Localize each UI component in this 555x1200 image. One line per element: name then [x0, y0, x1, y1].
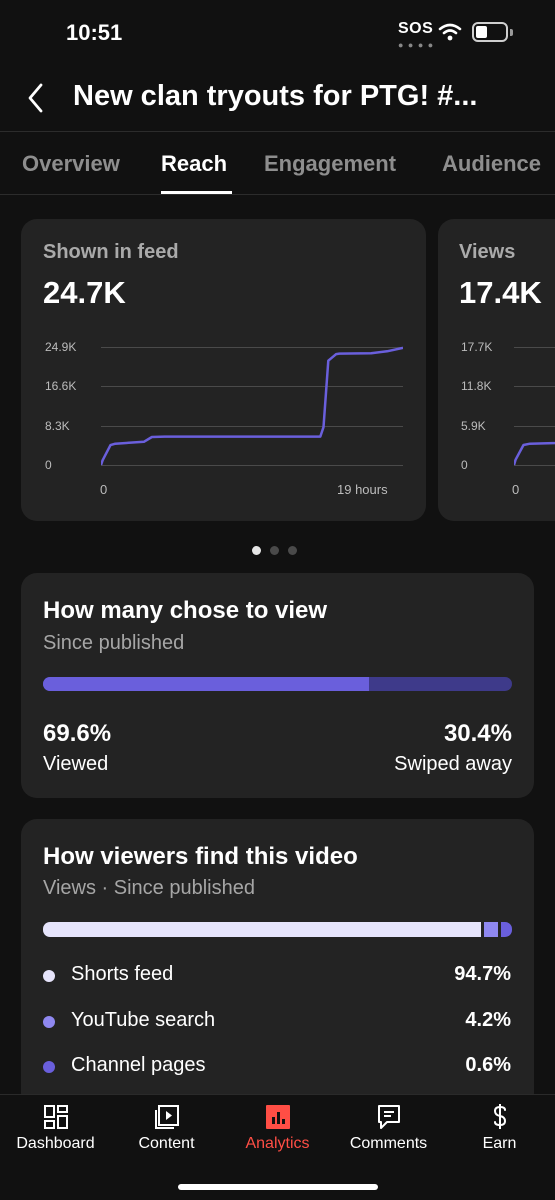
y-tick-label: 8.3K	[45, 419, 70, 433]
series-line	[514, 441, 555, 466]
card-subtitle: Views · Since published	[43, 877, 255, 899]
bottom-navigation: Dashboard Content Analytics Comments Ear…	[0, 1094, 555, 1200]
metric-value: 17.4K	[459, 275, 542, 310]
grid-line	[514, 386, 555, 387]
page-dot[interactable]	[270, 546, 279, 555]
grid-line	[101, 426, 403, 427]
grid-line	[101, 347, 403, 348]
header-divider	[0, 131, 555, 132]
tab-reach[interactable]: Reach	[161, 151, 228, 176]
metric-label: Views	[459, 241, 516, 263]
dashboard-icon	[44, 1105, 68, 1129]
earn-icon	[493, 1104, 507, 1129]
active-tab-indicator	[161, 191, 232, 194]
tabs-divider	[0, 194, 555, 195]
shown-in-feed-card[interactable]: Shown in feed 24.7K 24.9K 16.6K 8.3K 0 0…	[21, 219, 426, 521]
x-tick-label: 0	[100, 482, 108, 497]
metric-label: Shown in feed	[43, 241, 179, 263]
nav-label: Earn	[482, 1135, 517, 1152]
viewed-percent: 69.6%	[43, 720, 112, 747]
home-indicator	[178, 1184, 378, 1190]
nav-label: Comments	[349, 1135, 428, 1152]
tab-overview[interactable]: Overview	[22, 151, 120, 176]
grid-line	[101, 386, 403, 387]
traffic-sources-card[interactable]: How viewers find this video Views · Sinc…	[21, 819, 534, 1109]
swiped-label: Swiped away	[394, 753, 512, 775]
tab-audience[interactable]: Audience	[442, 151, 542, 176]
x-tick-label: 19 hours	[337, 482, 388, 497]
x-tick-label: 0	[512, 482, 520, 497]
views-line-chart	[514, 441, 555, 466]
status-bar: 10:51 SOS ● ● ● ●	[0, 0, 555, 66]
nav-comments[interactable]: Comments	[333, 1095, 444, 1175]
page-dot[interactable]	[288, 546, 297, 555]
signal-dots-icon: ● ● ● ●	[398, 40, 435, 50]
legend-dot	[43, 1061, 55, 1073]
legend-dot	[43, 1016, 55, 1028]
tab-bar: Overview Reach Engagement Audience	[0, 133, 555, 195]
battery-tip	[510, 29, 513, 36]
y-tick-label: 17.7K	[461, 340, 493, 354]
card-subtitle: Since published	[43, 632, 185, 654]
card-title: How viewers find this video	[43, 843, 358, 870]
legend-label: Shorts feed	[71, 963, 174, 985]
source-segment	[484, 922, 499, 937]
views-card[interactable]: Views 17.4K 17.7K 11.8K 5.9K 0 0	[438, 219, 555, 521]
y-tick-label: 24.9K	[45, 340, 77, 354]
metric-value: 24.7K	[43, 275, 126, 310]
page-title: New clan tryouts for PTG! #...	[73, 80, 478, 112]
chose-to-view-card: How many chose to view Since published 6…	[21, 573, 534, 798]
back-chevron-icon[interactable]	[22, 80, 52, 116]
grid-line	[101, 465, 403, 466]
legend-label: Channel pages	[71, 1054, 206, 1076]
status-time: 10:51	[66, 20, 123, 45]
grid-line	[514, 347, 555, 348]
grid-line	[514, 426, 555, 427]
nav-label: Content	[138, 1135, 195, 1152]
legend-value: 0.6%	[465, 1054, 511, 1076]
viewed-vs-swiped-bar	[43, 677, 512, 691]
viewed-bar-fill	[43, 677, 370, 691]
header: New clan tryouts for PTG! #...	[0, 68, 555, 132]
swiped-percent: 30.4%	[443, 720, 512, 747]
viewed-label: Viewed	[43, 753, 109, 775]
battery-icon	[472, 22, 508, 42]
traffic-sources-bar	[43, 922, 512, 937]
sos-indicator: SOS	[398, 20, 434, 37]
grid-line	[514, 465, 555, 466]
content-icon	[155, 1105, 179, 1129]
y-tick-label: 11.8K	[461, 379, 492, 393]
y-tick-label: 5.9K	[461, 419, 486, 433]
tab-engagement[interactable]: Engagement	[264, 151, 397, 176]
nav-analytics[interactable]: Analytics	[222, 1095, 333, 1175]
legend-item-youtube-search: YouTube search 4.2%	[43, 1007, 511, 1037]
legend-item-channel-pages: Channel pages 0.6%	[43, 1052, 511, 1082]
nav-dashboard[interactable]: Dashboard	[0, 1095, 111, 1175]
comments-icon	[378, 1105, 400, 1129]
nav-label: Dashboard	[16, 1135, 95, 1152]
page-dot-active[interactable]	[252, 546, 261, 555]
analytics-icon	[266, 1105, 290, 1129]
legend-label: YouTube search	[71, 1009, 216, 1031]
source-segment	[501, 922, 512, 937]
legend-item-shorts-feed: Shorts feed 94.7%	[43, 961, 511, 991]
legend-value: 94.7%	[454, 963, 511, 985]
nav-earn[interactable]: Earn	[444, 1095, 555, 1175]
nav-content[interactable]: Content	[111, 1095, 222, 1175]
shown-in-feed-line-chart	[101, 346, 403, 466]
y-tick-label: 0	[45, 458, 52, 472]
legend-dot	[43, 970, 55, 982]
y-tick-label: 16.6K	[45, 379, 77, 393]
y-tick-label: 0	[461, 458, 468, 472]
nav-label: Analytics	[245, 1135, 310, 1152]
card-title: How many chose to view	[43, 597, 328, 624]
legend-value: 4.2%	[465, 1009, 511, 1031]
series-line	[101, 346, 403, 466]
wifi-icon	[438, 23, 462, 41]
carousel-page-indicator	[252, 542, 306, 560]
source-segment	[43, 922, 482, 937]
